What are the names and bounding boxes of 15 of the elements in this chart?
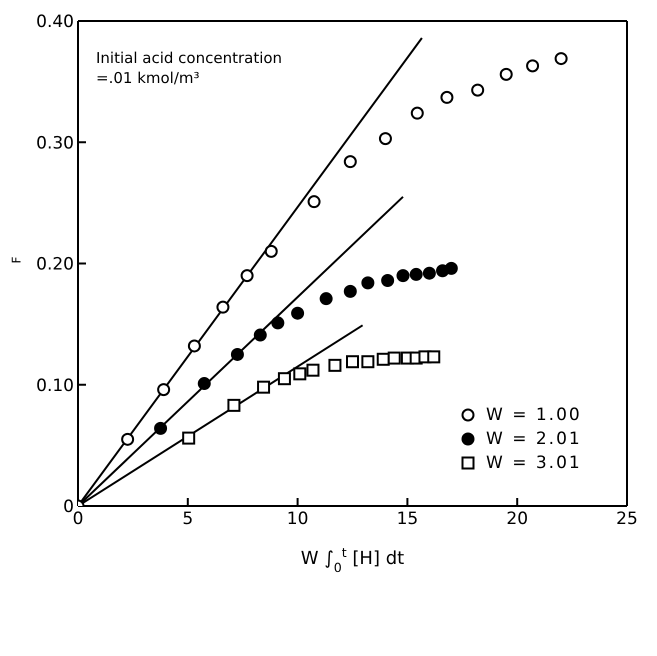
y-tick-label: 0.30 bbox=[36, 133, 74, 154]
y-tick-label: 0.10 bbox=[36, 376, 74, 396]
y-tick-label: 0.40 bbox=[36, 12, 74, 32]
x-axis-title: W ∫$_{0}$$^{t}$ [H] dt bbox=[300, 544, 404, 574]
x-tick-label: 15 bbox=[396, 509, 418, 530]
legend-label: W = 2.01 bbox=[486, 429, 582, 449]
x-tick-label: 25 bbox=[616, 509, 638, 530]
legend-label: W = 3.01 bbox=[486, 453, 582, 473]
legend-label: W = 1.00 bbox=[486, 405, 582, 425]
x-tick-label: 5 bbox=[182, 509, 194, 530]
y-axis-title: F bbox=[9, 256, 24, 264]
annotation: Initial acid concentration =.01 kmol/m³ bbox=[96, 49, 282, 87]
x-tick-label: 10 bbox=[286, 509, 308, 530]
y-tick-label: 0.20 bbox=[36, 254, 74, 275]
x-tick-label: 20 bbox=[506, 509, 528, 530]
